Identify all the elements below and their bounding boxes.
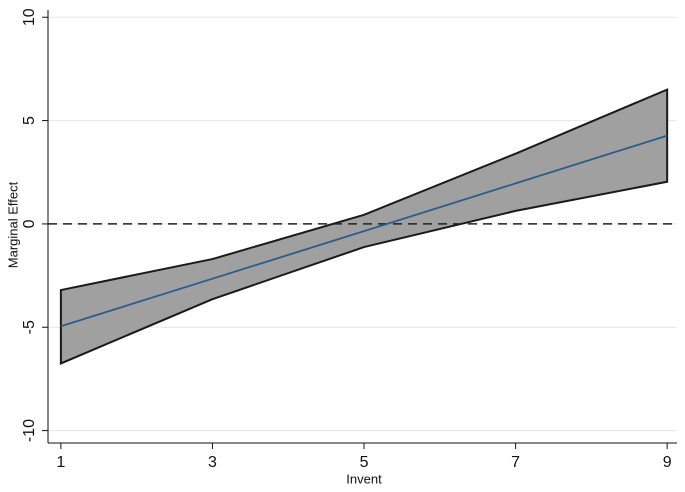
x-tick-label: 5	[360, 454, 369, 471]
y-tick-label: 0	[21, 219, 38, 228]
y-tick-label: 5	[21, 116, 38, 125]
y-tick-label: -10	[21, 419, 38, 442]
ci-band	[59, 88, 669, 365]
y-axis-label: Marginal Effect	[5, 181, 20, 268]
x-tick-label: 3	[208, 454, 217, 471]
x-axis-label: Invent	[346, 471, 382, 486]
x-tick-label: 1	[56, 454, 65, 471]
estimate-line	[60, 134, 668, 328]
y-tick-label: 10	[21, 8, 38, 26]
x-tick-label: 7	[511, 454, 520, 471]
x-tick-label: 9	[663, 454, 672, 471]
y-tick-label: -5	[21, 320, 38, 334]
